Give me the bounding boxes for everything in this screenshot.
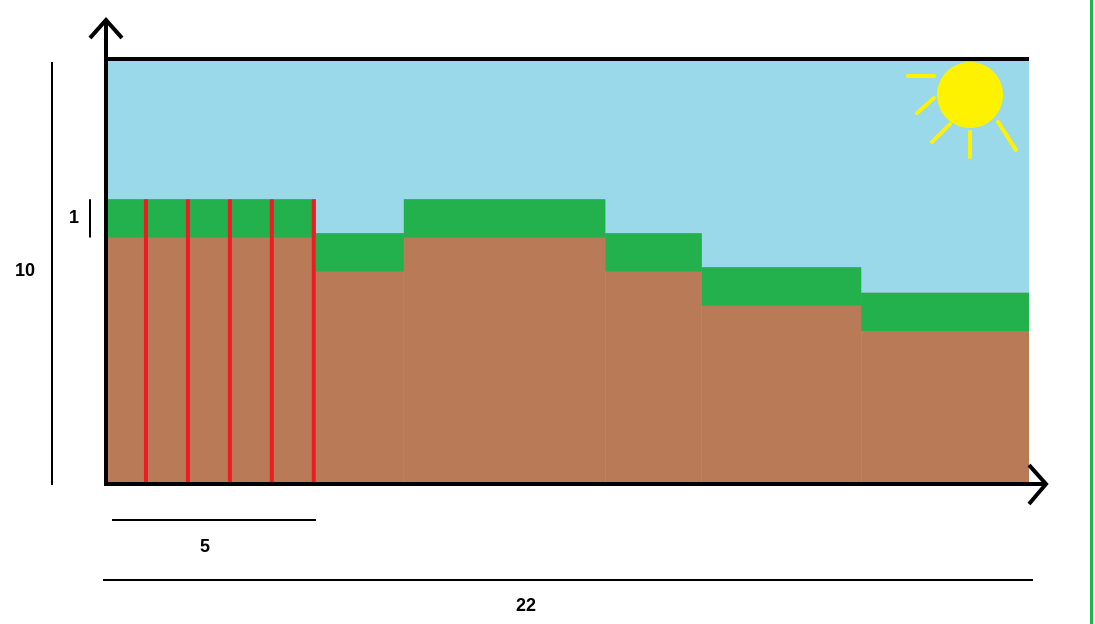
grass-step-1 bbox=[106, 199, 316, 238]
soil-step-1 bbox=[106, 199, 316, 484]
grass-step-2 bbox=[315, 233, 404, 272]
sun-ray-5 bbox=[996, 120, 1018, 152]
cut-lines bbox=[143, 199, 316, 484]
grass-step-5 bbox=[701, 267, 862, 306]
sun-ray-2 bbox=[915, 96, 936, 115]
grass-dimension-label: 1 bbox=[69, 207, 80, 227]
terrain bbox=[106, 199, 1029, 484]
soil-step-3 bbox=[403, 199, 606, 484]
grass-step-4 bbox=[605, 233, 702, 272]
right-edge-line bbox=[1090, 0, 1093, 624]
sun-icon bbox=[906, 62, 1018, 159]
sun-ray-3 bbox=[930, 122, 952, 144]
grass-step-3 bbox=[403, 199, 606, 238]
grass-step-6 bbox=[861, 292, 1029, 331]
soil-step-4 bbox=[605, 233, 702, 484]
x-axis-arrow-icon bbox=[1027, 463, 1049, 506]
total-dimension-label: 22 bbox=[516, 595, 537, 615]
soil-step-2 bbox=[315, 233, 404, 484]
height-dimension-label: 10 bbox=[15, 260, 36, 280]
y-axis-arrow-icon bbox=[88, 16, 124, 40]
sun-disc bbox=[937, 62, 1003, 128]
segment-dimension-label: 5 bbox=[200, 536, 211, 556]
